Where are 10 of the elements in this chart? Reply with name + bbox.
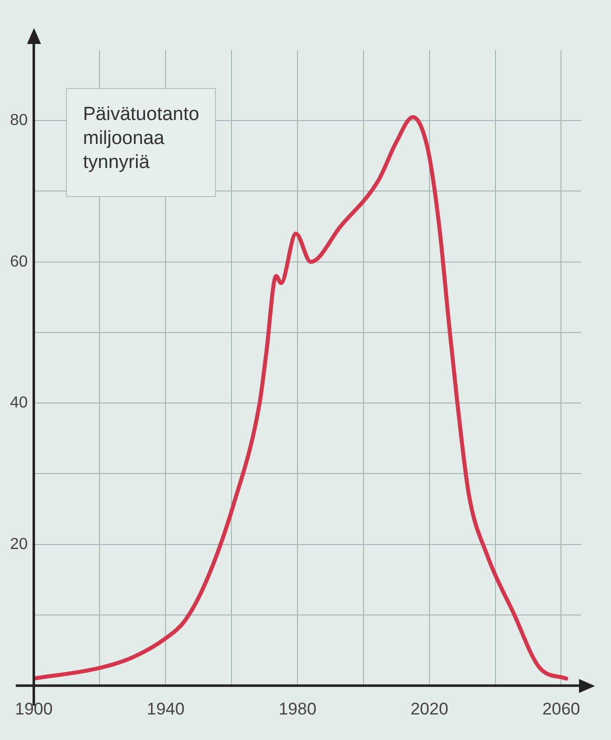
- x-tick-label: 1940: [146, 699, 185, 718]
- y-axis-title: Päivätuotanto miljoonaa tynnyriä: [66, 88, 216, 198]
- x-tick-label: 1900: [14, 699, 53, 718]
- y-tick-label: 80: [10, 112, 28, 130]
- y-tick-label: 60: [10, 253, 28, 270]
- x-tick-label: 2020: [410, 699, 448, 718]
- y-tick-label: 20: [10, 536, 28, 553]
- y-tick-label: 40: [10, 394, 28, 412]
- x-tick-label: 1980: [278, 699, 316, 718]
- x-tick-label: 2060: [542, 699, 580, 718]
